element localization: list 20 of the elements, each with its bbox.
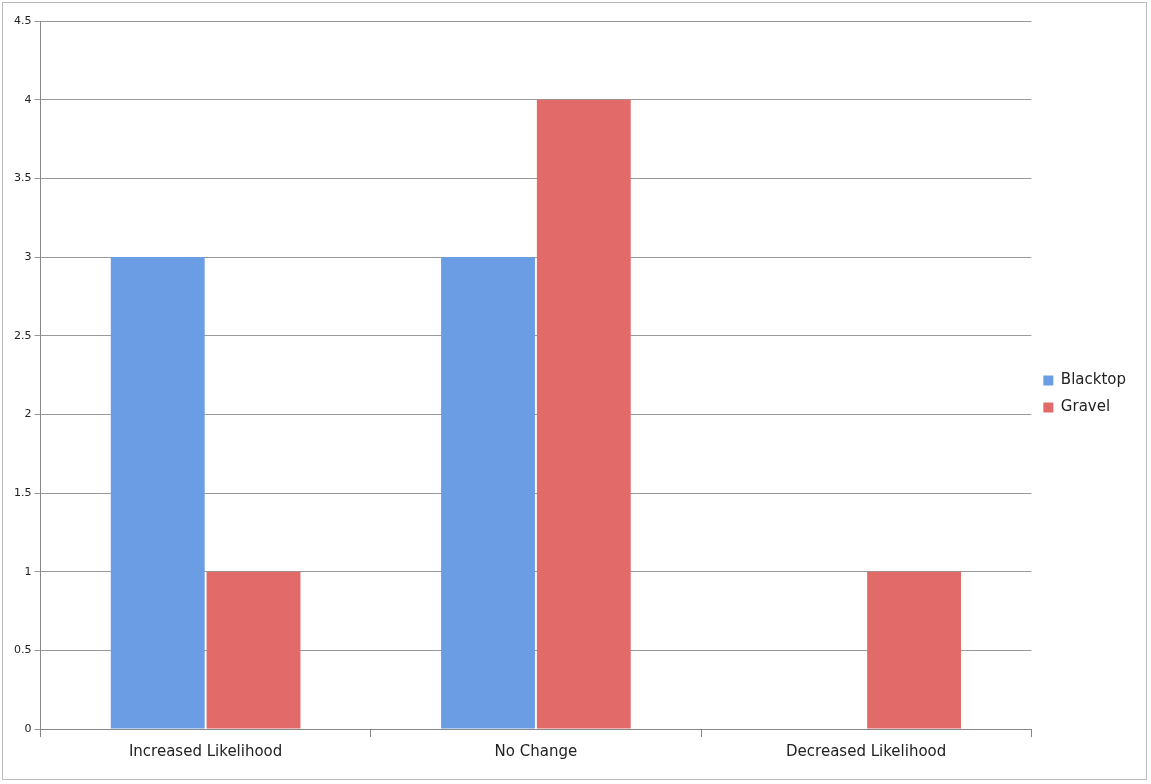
x-tick-label: Decreased Likelihood: [786, 741, 947, 760]
y-tick-label: 1: [24, 564, 32, 578]
bar: [110, 257, 205, 729]
bar: [206, 571, 301, 729]
bar: [867, 571, 962, 729]
y-tick-label: 0: [24, 721, 32, 735]
x-tick-label: Increased Likelihood: [128, 741, 283, 760]
y-tick-label: 0.5: [13, 643, 32, 657]
y-tick-label: 4: [24, 92, 32, 106]
y-tick-label: 2.5: [13, 328, 32, 342]
bar: [441, 257, 535, 729]
legend-label: Gravel: [1060, 397, 1111, 416]
y-tick-label: 2: [24, 407, 32, 421]
y-tick-label: 3: [24, 249, 32, 263]
bar: [536, 99, 631, 729]
y-tick-label: 4.5: [13, 13, 32, 27]
legend-label: Blacktop: [1060, 370, 1127, 389]
x-tick-label: No Change: [494, 741, 578, 760]
y-tick-label: 1.5: [13, 485, 32, 499]
y-tick-label: 3.5: [13, 171, 32, 185]
